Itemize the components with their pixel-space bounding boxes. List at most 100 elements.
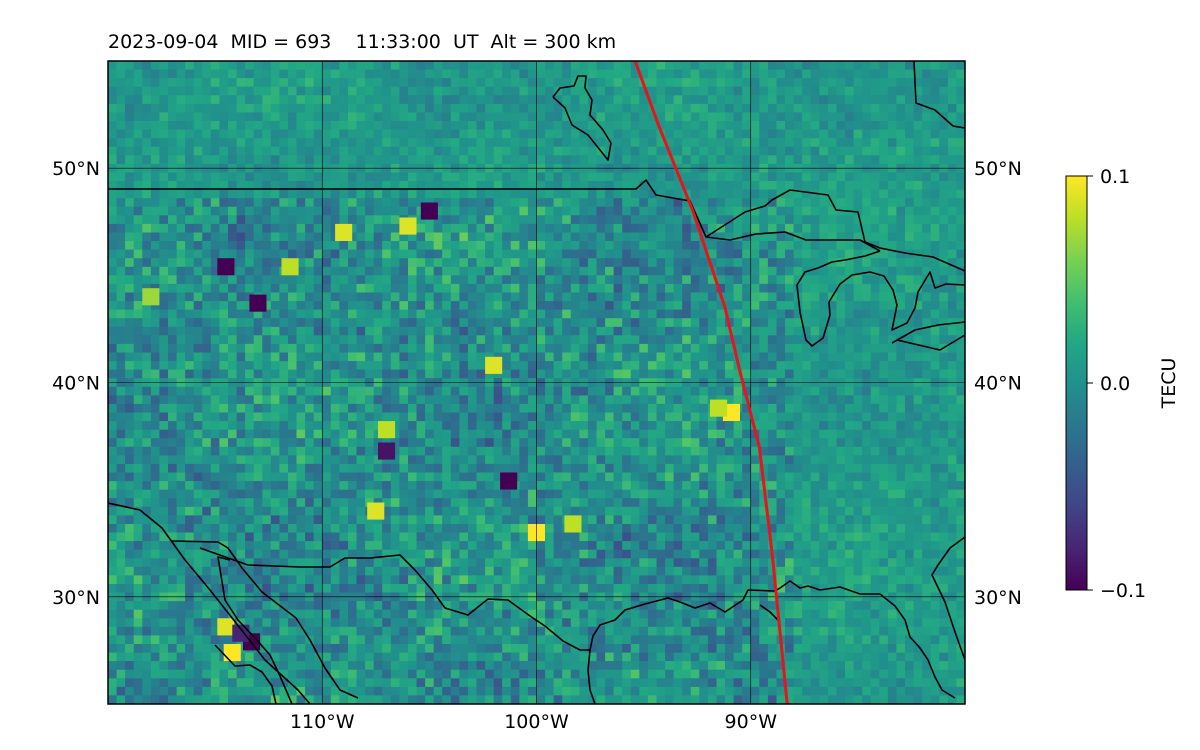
tec-cell xyxy=(613,309,623,319)
tec-cell xyxy=(142,481,152,491)
tec-cell xyxy=(467,403,478,414)
tec-cell xyxy=(467,395,478,405)
tec-cell xyxy=(356,283,366,294)
tec-cell xyxy=(742,181,752,191)
tec-cell xyxy=(168,69,178,79)
tec-cell xyxy=(125,129,135,139)
tec-cell xyxy=(502,86,512,96)
tec-cell xyxy=(262,172,272,182)
tec-cell xyxy=(527,241,538,251)
tec-cell xyxy=(570,155,580,165)
tec-cell xyxy=(485,309,495,319)
tec-cell xyxy=(168,249,178,259)
tec-cell xyxy=(896,61,906,71)
tec-cell xyxy=(450,438,460,448)
tec-cell xyxy=(853,215,863,225)
tec-cell xyxy=(313,61,323,71)
tec-cell xyxy=(665,361,675,371)
tec-cell xyxy=(887,438,898,448)
tec-cell xyxy=(476,61,486,71)
tec-cell xyxy=(245,189,255,199)
tec-cell xyxy=(536,146,546,156)
tec-cell xyxy=(673,121,683,131)
tec-cell xyxy=(270,198,280,208)
tec-cell xyxy=(793,241,803,251)
tec-cell xyxy=(690,429,700,439)
tec-cell xyxy=(193,61,203,71)
tec-cell xyxy=(767,378,778,388)
tec-cell xyxy=(502,412,512,422)
tec-cell xyxy=(613,249,623,259)
tec-cell xyxy=(262,301,272,311)
tec-cell xyxy=(176,172,186,182)
tec-cell xyxy=(699,181,709,191)
tec-cell xyxy=(545,301,555,311)
tec-cell xyxy=(322,429,332,439)
tec-cell xyxy=(759,215,769,225)
tec-cell xyxy=(322,403,332,414)
tec-cell xyxy=(288,369,298,379)
tec-cell xyxy=(725,309,735,319)
tec-cell xyxy=(776,249,786,259)
tec-cell xyxy=(185,61,195,71)
tec-cell xyxy=(219,283,229,294)
tec-cell xyxy=(382,403,392,414)
tec-cell xyxy=(553,446,563,456)
tec-cell xyxy=(356,352,366,362)
tec-cell xyxy=(313,335,323,345)
tec-cell xyxy=(527,258,538,268)
tec-cell xyxy=(913,429,923,439)
tec-cell xyxy=(725,181,735,191)
tec-cell xyxy=(742,69,752,79)
tec-cell xyxy=(742,189,752,199)
tec-cell xyxy=(947,429,958,439)
tec-cell xyxy=(108,481,118,491)
tec-cell xyxy=(690,86,700,96)
tec-cell xyxy=(862,292,872,302)
tec-cell xyxy=(630,472,640,482)
tec-cell xyxy=(219,223,229,234)
tec-cell xyxy=(322,386,332,396)
tec-cell xyxy=(793,412,803,422)
tec-cell xyxy=(836,163,846,174)
tec-cell xyxy=(827,318,838,328)
tec-cell xyxy=(639,241,649,251)
tec-cell xyxy=(330,326,340,336)
tec-cell xyxy=(759,78,769,88)
tec-cell xyxy=(459,395,469,405)
tec-cell xyxy=(836,121,846,131)
tec-cell xyxy=(202,198,212,208)
tec-cell xyxy=(133,275,143,285)
tec-cell xyxy=(467,198,478,208)
tec-cell xyxy=(699,301,709,311)
tec-cell xyxy=(502,129,512,139)
tec-cell xyxy=(527,352,538,362)
tec-cell xyxy=(605,335,615,345)
tec-cell xyxy=(733,309,743,319)
tec-cell xyxy=(905,309,915,319)
tec-cell xyxy=(519,446,529,456)
tec-cell xyxy=(296,146,306,156)
tec-cell xyxy=(725,95,735,105)
tec-cell xyxy=(699,309,709,319)
tec-cell xyxy=(253,78,263,88)
tec-cell xyxy=(330,103,340,114)
tec-cell xyxy=(647,172,658,182)
tec-cell xyxy=(288,403,298,414)
tec-cell xyxy=(562,455,572,465)
tec-cell xyxy=(596,61,606,71)
tec-cell xyxy=(716,481,726,491)
tec-cell xyxy=(459,198,469,208)
tec-cell xyxy=(750,86,760,96)
tec-cell xyxy=(416,292,426,302)
tec-cell xyxy=(467,309,478,319)
tec-cell xyxy=(887,421,898,431)
tec-cell xyxy=(605,283,615,294)
tec-cell xyxy=(185,292,195,302)
tec-cell xyxy=(630,103,640,114)
tec-cell xyxy=(408,266,418,276)
tec-cell xyxy=(382,386,392,396)
tec-cell xyxy=(587,292,598,302)
tec-cell xyxy=(228,403,238,414)
tec-cell xyxy=(356,421,366,431)
